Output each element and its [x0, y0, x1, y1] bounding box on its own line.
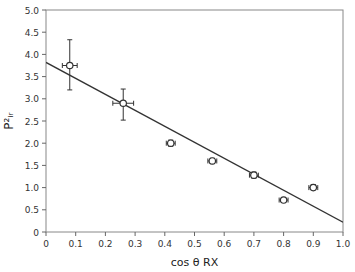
x-error-bar	[309, 185, 318, 190]
y-tick-label: 3.5	[25, 72, 39, 82]
x-axis-label: cos θ RX	[171, 256, 219, 269]
x-tick	[105, 232, 106, 236]
data-point	[209, 158, 215, 164]
x-tick-label: 0	[43, 239, 49, 249]
y-tick	[42, 32, 46, 33]
y-tick	[42, 10, 46, 11]
y-error-bar	[311, 184, 316, 189]
y-tick	[42, 76, 46, 77]
y-tick-label: 1.0	[25, 183, 40, 193]
x-tick	[135, 232, 136, 236]
y-tick-label: 0	[33, 228, 39, 238]
y-tick-label: 2.5	[25, 117, 39, 127]
y-tick-label: 4.0	[25, 50, 40, 60]
x-tick	[224, 232, 225, 236]
x-tick-label: 0.6	[217, 239, 232, 249]
data-point	[280, 197, 286, 203]
x-error-bar	[249, 173, 258, 178]
y-error-bar	[210, 158, 215, 163]
y-error-bar	[251, 172, 256, 178]
y-tick	[42, 121, 46, 122]
y-error-bar	[121, 89, 126, 120]
y-tick-label: 5.0	[25, 6, 40, 16]
x-error-bar	[166, 141, 175, 146]
data-point	[67, 62, 73, 68]
x-tick-label: 0.1	[69, 239, 83, 249]
x-tick	[164, 232, 165, 236]
fit-line	[46, 62, 343, 222]
x-tick-label: 0.5	[187, 239, 201, 249]
x-tick	[343, 232, 344, 236]
data-point	[120, 100, 126, 106]
x-tick	[313, 232, 314, 236]
y-tick-label: 3.0	[25, 94, 40, 104]
x-error-bar	[279, 198, 288, 203]
x-tick-label: 1.0	[336, 239, 351, 249]
chart: 0 0.1 0.2 0.3 0.4 0.5 0.6 0.7 0.8 0.9 1.0 0 0.5 1.0 1.…	[0, 0, 355, 272]
y-tick-label: 1.5	[25, 161, 39, 171]
x-tick	[75, 232, 76, 236]
x-tick-label: 0.3	[128, 239, 142, 249]
x-error-bar	[208, 158, 217, 163]
y-axis-label: P²ᵢᵣ	[2, 111, 16, 129]
y-tick	[42, 54, 46, 55]
y-tick-label: 2.0	[25, 139, 40, 149]
data-point	[310, 184, 316, 190]
y-tick	[42, 165, 46, 166]
x-tick	[283, 232, 284, 236]
y-tick-label: 0.5	[25, 205, 39, 215]
y-error-bar	[67, 40, 72, 90]
y-error-bar	[168, 140, 173, 146]
data-point	[251, 172, 257, 178]
data-point	[168, 140, 174, 146]
x-tick-label: 0.4	[158, 239, 173, 249]
y-tick	[42, 209, 46, 210]
y-tick	[42, 98, 46, 99]
axes: 0 0.1 0.2 0.3 0.4 0.5 0.6 0.7 0.8 0.9 1.0 0 0.5 1.0 1.…	[25, 6, 351, 250]
x-tick-label: 0.7	[247, 239, 261, 249]
y-tick	[42, 232, 46, 233]
x-tick-label: 0.8	[276, 239, 291, 249]
x-tick	[253, 232, 254, 236]
y-tick-label: 4.5	[25, 28, 39, 38]
x-tick	[194, 232, 195, 236]
x-error-bar	[62, 63, 77, 68]
x-tick-label: 0.9	[306, 239, 321, 249]
x-tick-label: 0.2	[98, 239, 112, 249]
y-tick	[42, 143, 46, 144]
x-tick	[46, 232, 47, 236]
marks	[46, 40, 343, 222]
plot-frame	[46, 10, 343, 232]
y-tick	[42, 187, 46, 188]
x-error-bar	[113, 101, 134, 106]
